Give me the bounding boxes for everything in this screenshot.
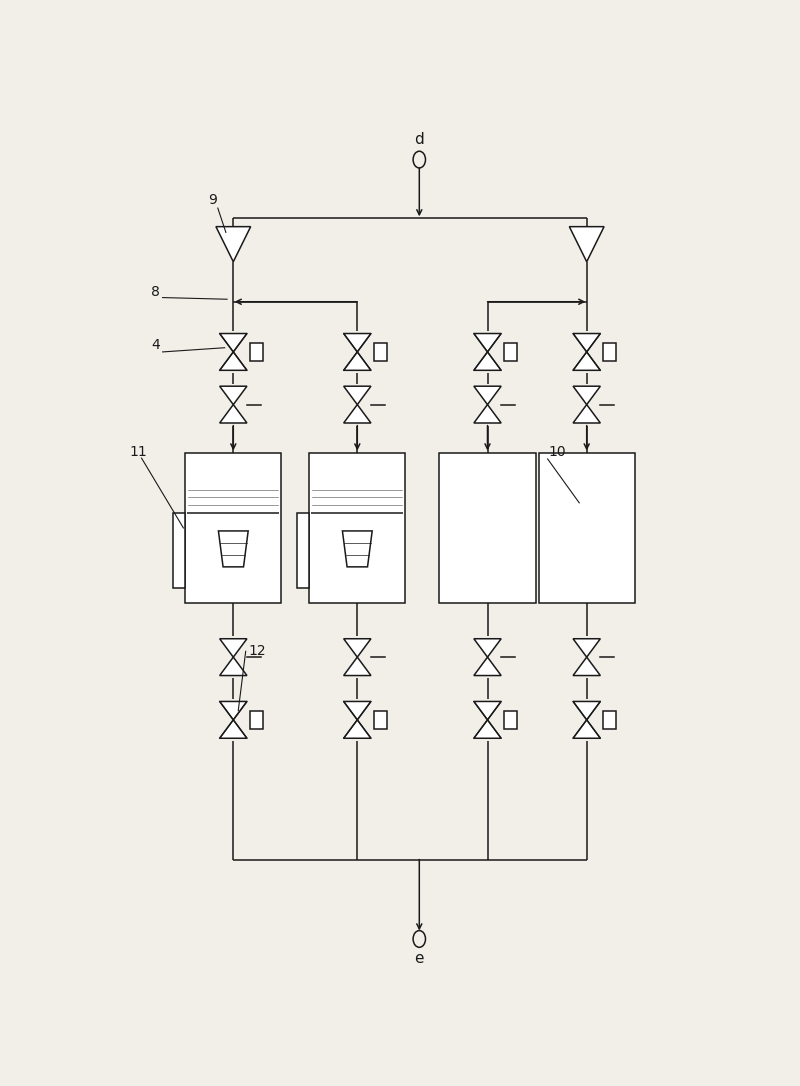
- Polygon shape: [220, 352, 247, 370]
- Polygon shape: [474, 352, 501, 370]
- Text: 9: 9: [209, 193, 218, 207]
- Polygon shape: [220, 639, 247, 657]
- Text: e: e: [414, 951, 424, 967]
- Bar: [186, 453, 282, 603]
- Text: 12: 12: [249, 644, 266, 658]
- Polygon shape: [342, 531, 372, 567]
- Polygon shape: [220, 333, 247, 352]
- Text: 11: 11: [129, 445, 147, 459]
- Polygon shape: [344, 333, 371, 352]
- Text: 4: 4: [151, 339, 160, 353]
- Polygon shape: [573, 333, 600, 352]
- Polygon shape: [573, 702, 600, 720]
- Polygon shape: [220, 720, 247, 738]
- Bar: [439, 453, 535, 603]
- Bar: [297, 513, 310, 588]
- Polygon shape: [344, 387, 371, 405]
- Polygon shape: [344, 352, 371, 370]
- Text: 10: 10: [549, 445, 566, 459]
- Polygon shape: [474, 333, 501, 352]
- Bar: [504, 711, 517, 729]
- Polygon shape: [344, 702, 371, 720]
- Polygon shape: [344, 657, 371, 675]
- Polygon shape: [344, 405, 371, 424]
- Bar: [603, 343, 616, 361]
- Polygon shape: [474, 720, 501, 738]
- Bar: [173, 513, 186, 588]
- Polygon shape: [216, 227, 250, 262]
- Polygon shape: [220, 387, 247, 405]
- Polygon shape: [218, 531, 248, 567]
- Text: 8: 8: [151, 285, 160, 299]
- Polygon shape: [474, 657, 501, 675]
- Polygon shape: [474, 702, 501, 720]
- Polygon shape: [344, 639, 371, 657]
- Bar: [250, 711, 263, 729]
- Bar: [538, 453, 634, 603]
- Polygon shape: [474, 639, 501, 657]
- Polygon shape: [573, 387, 600, 405]
- Polygon shape: [344, 720, 371, 738]
- Polygon shape: [573, 352, 600, 370]
- Text: d: d: [414, 132, 424, 147]
- Bar: [504, 343, 517, 361]
- Polygon shape: [570, 227, 604, 262]
- Bar: [374, 343, 387, 361]
- Polygon shape: [220, 702, 247, 720]
- Polygon shape: [220, 405, 247, 424]
- Polygon shape: [573, 639, 600, 657]
- Bar: [374, 711, 387, 729]
- Polygon shape: [573, 405, 600, 424]
- Polygon shape: [573, 720, 600, 738]
- Bar: [310, 453, 406, 603]
- Bar: [250, 343, 263, 361]
- Polygon shape: [474, 405, 501, 424]
- Polygon shape: [220, 657, 247, 675]
- Bar: [603, 711, 616, 729]
- Polygon shape: [474, 387, 501, 405]
- Polygon shape: [573, 657, 600, 675]
